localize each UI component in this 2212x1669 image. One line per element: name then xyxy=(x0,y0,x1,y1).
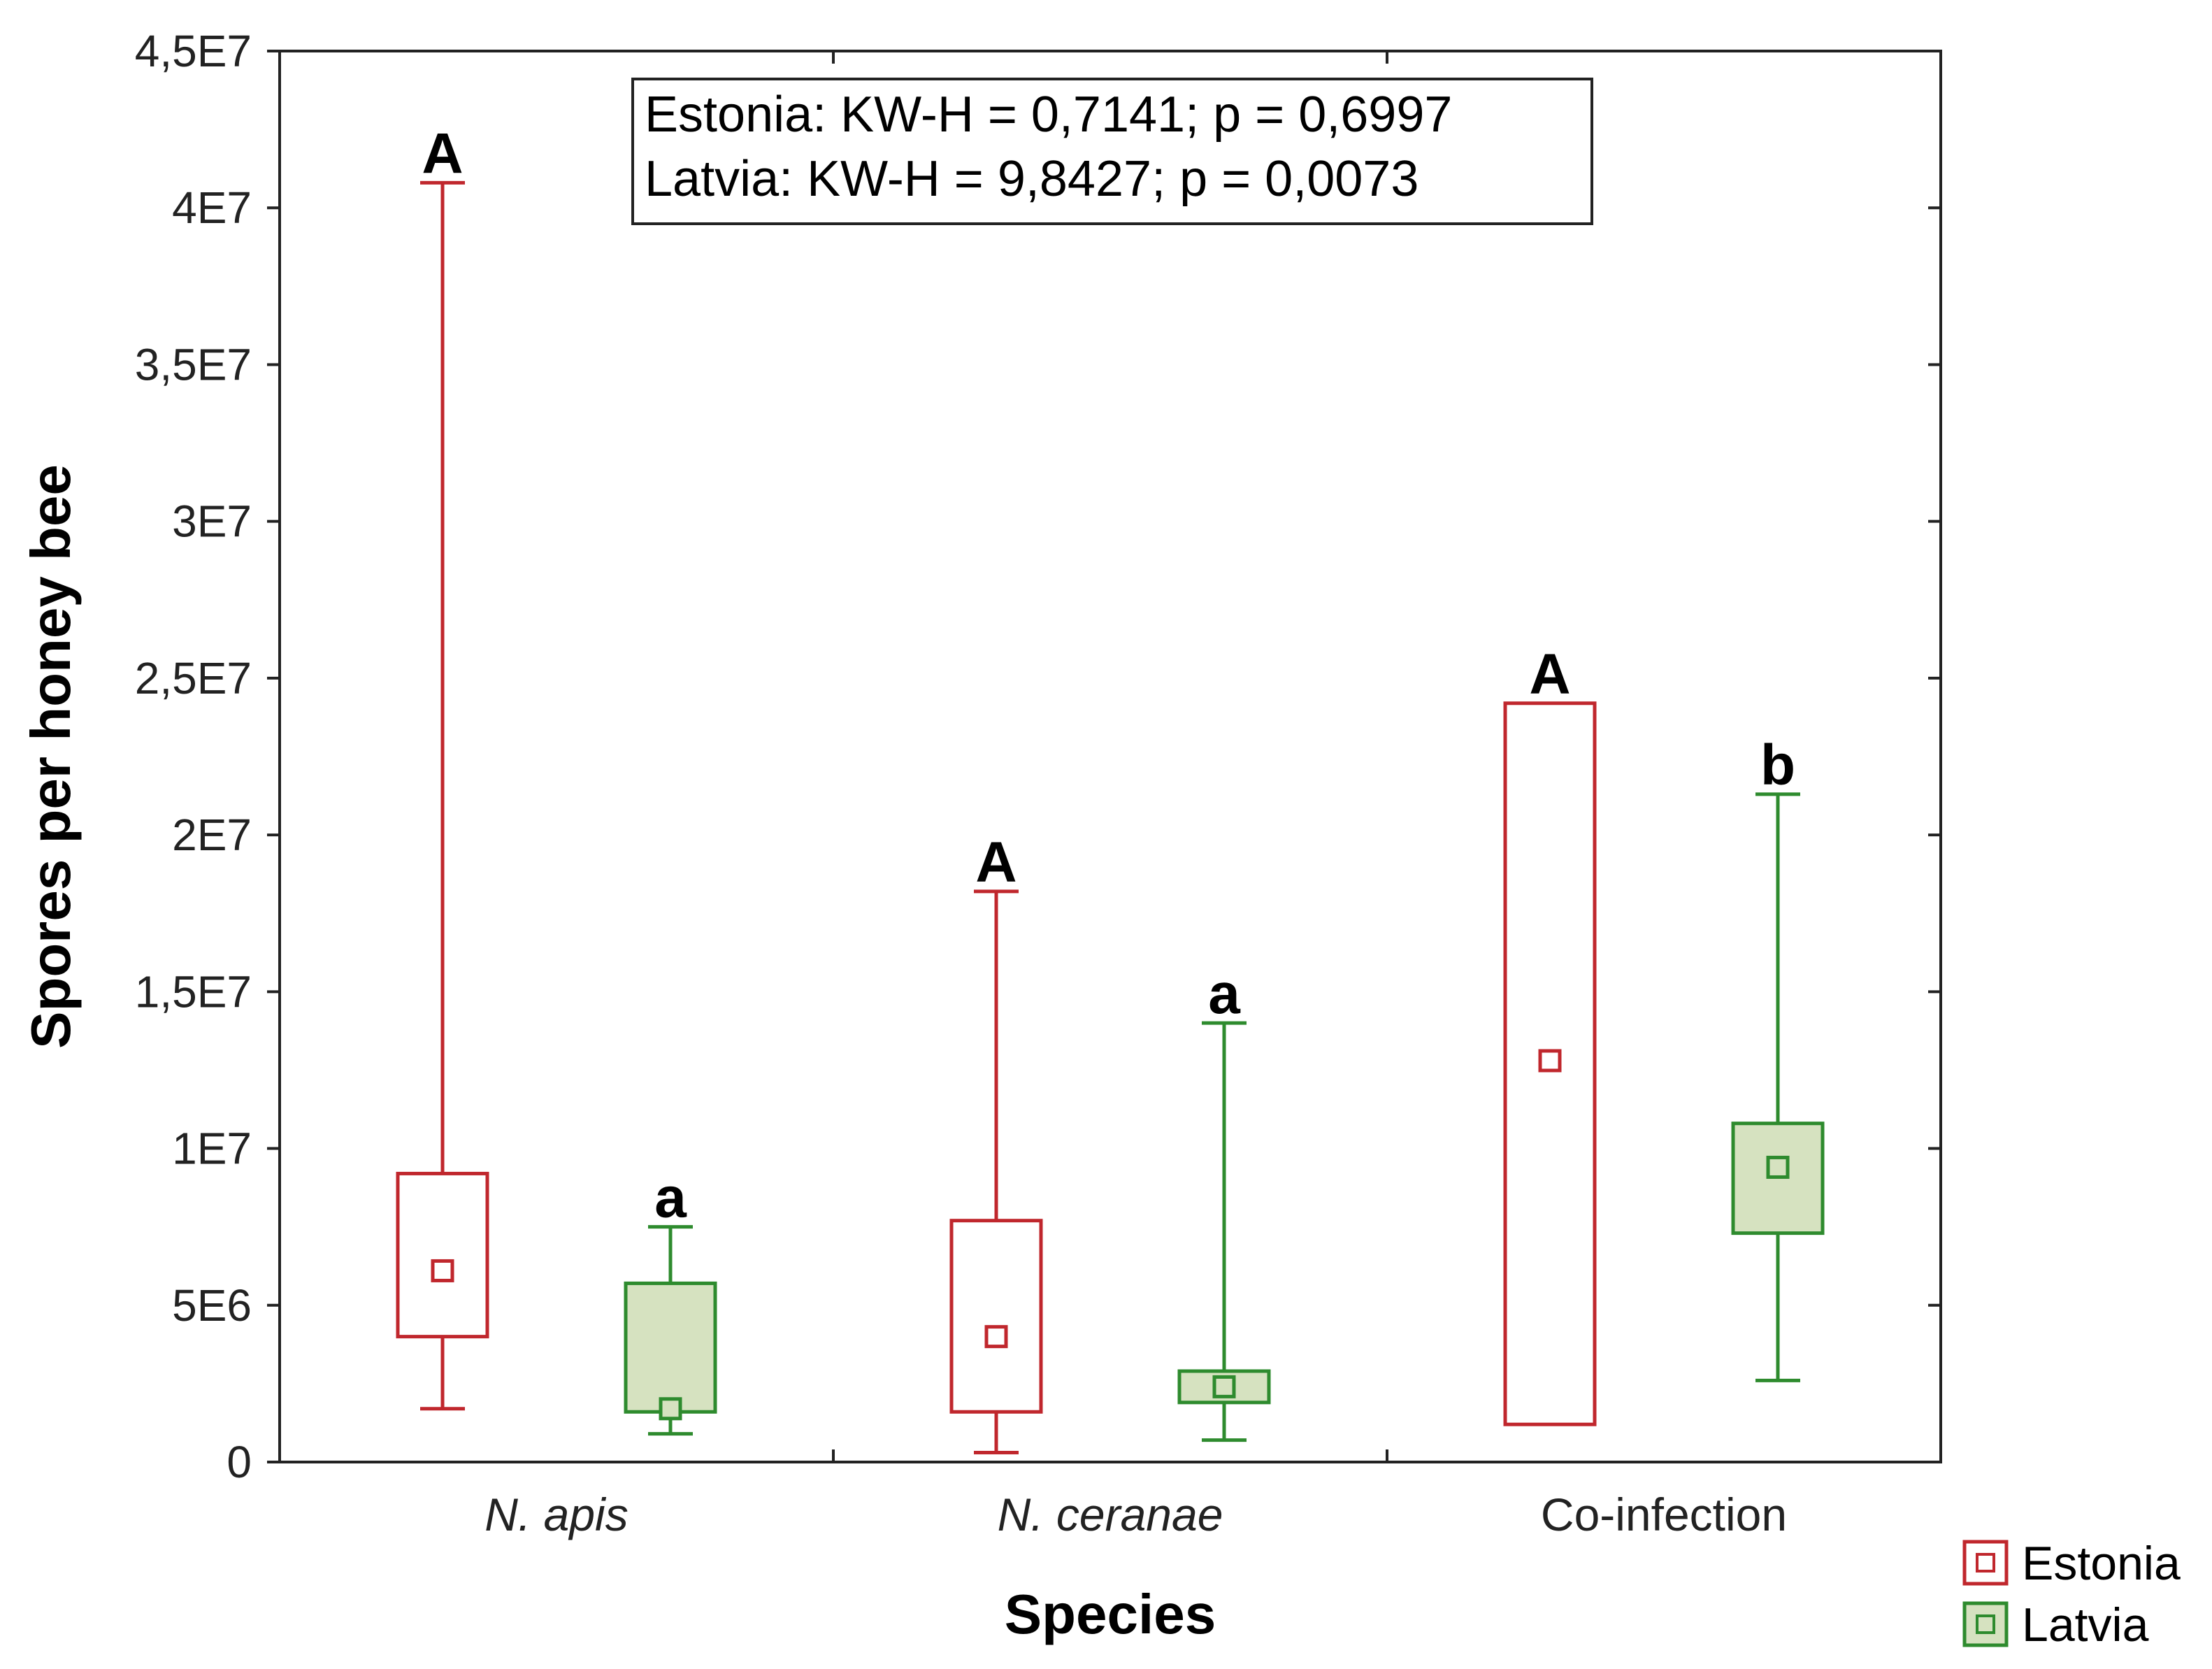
box-series xyxy=(396,180,1825,1455)
x-tick-label: Co-infection xyxy=(1541,1489,1787,1540)
significance-letter: A xyxy=(422,122,463,185)
legend-item-latvia: Latvia xyxy=(1962,1598,2149,1652)
box-latvia-2 xyxy=(1177,1021,1271,1442)
y-tick-label: 4E7 xyxy=(172,182,252,233)
x-axis: N. apis N. ceranae Co-infection xyxy=(484,51,1787,1540)
box-latvia-3 xyxy=(1731,792,1825,1382)
median-marker xyxy=(659,1397,682,1421)
legend-label-estonia: Estonia xyxy=(2022,1537,2181,1590)
significance-letters: A A Aa a b xyxy=(422,122,1795,1229)
plot-frame xyxy=(278,50,1942,1463)
box-estonia-1 xyxy=(396,180,489,1411)
iqr-box xyxy=(624,1281,717,1414)
significance-letter: a xyxy=(1208,962,1241,1026)
iqr-box xyxy=(396,1171,489,1339)
median-marker xyxy=(1212,1375,1236,1398)
legend-marker-latvia xyxy=(1976,1614,1995,1634)
significance-letter: A xyxy=(975,831,1017,894)
significance-letter: b xyxy=(1760,733,1795,797)
median-marker xyxy=(1538,1049,1562,1073)
median-marker xyxy=(984,1325,1008,1349)
legend-item-estonia: Estonia xyxy=(1962,1537,2181,1590)
stats-line-estonia: Estonia: KW-H = 0,7141; p = 0,6997 xyxy=(645,87,1452,143)
y-axis-label: Spores per honey bee xyxy=(20,464,82,1049)
legend: Estonia Latvia xyxy=(1962,1537,2181,1652)
y-tick-label: 4,5E7 xyxy=(135,26,252,76)
x-tick-label: N. ceranae xyxy=(998,1489,1223,1540)
median-marker xyxy=(431,1259,454,1282)
legend-label-latvia: Latvia xyxy=(2022,1598,2149,1652)
stats-annotation-box xyxy=(631,78,1593,225)
iqr-box xyxy=(949,1219,1043,1414)
stats-annotation: Estonia: KW-H = 0,7141; p = 0,6997 Latvi… xyxy=(631,78,1593,225)
significance-letter: A xyxy=(1529,643,1570,706)
y-tick-label: 3E7 xyxy=(172,496,252,547)
box-latvia-1 xyxy=(624,1225,717,1436)
y-tick-label: 2,5E7 xyxy=(135,653,252,703)
box-estonia-2 xyxy=(949,889,1043,1455)
x-tick-label: N. apis xyxy=(484,1489,628,1540)
significance-letter: a xyxy=(654,1166,687,1230)
y-tick-label: 0 xyxy=(227,1437,252,1487)
median-marker xyxy=(1766,1155,1790,1179)
stats-line-latvia: Latvia: KW-H = 9,8427; p = 0,0073 xyxy=(645,151,1419,207)
legend-marker-estonia xyxy=(1976,1553,1995,1573)
box-estonia-3 xyxy=(1503,701,1597,1426)
y-tick-label: 1E7 xyxy=(172,1124,252,1174)
x-axis-label: Species xyxy=(1005,1583,1216,1645)
y-tick-label: 1,5E7 xyxy=(135,966,252,1017)
y-tick-label: 5E6 xyxy=(172,1280,252,1331)
y-tick-label: 3,5E7 xyxy=(135,339,252,389)
y-tick-label: 2E7 xyxy=(172,810,252,860)
y-axis: 0 5E6 1E7 1,5E7 2E7 2,5E7 3E7 3,5E7 4E7 4,5E7 xyxy=(135,26,1941,1487)
